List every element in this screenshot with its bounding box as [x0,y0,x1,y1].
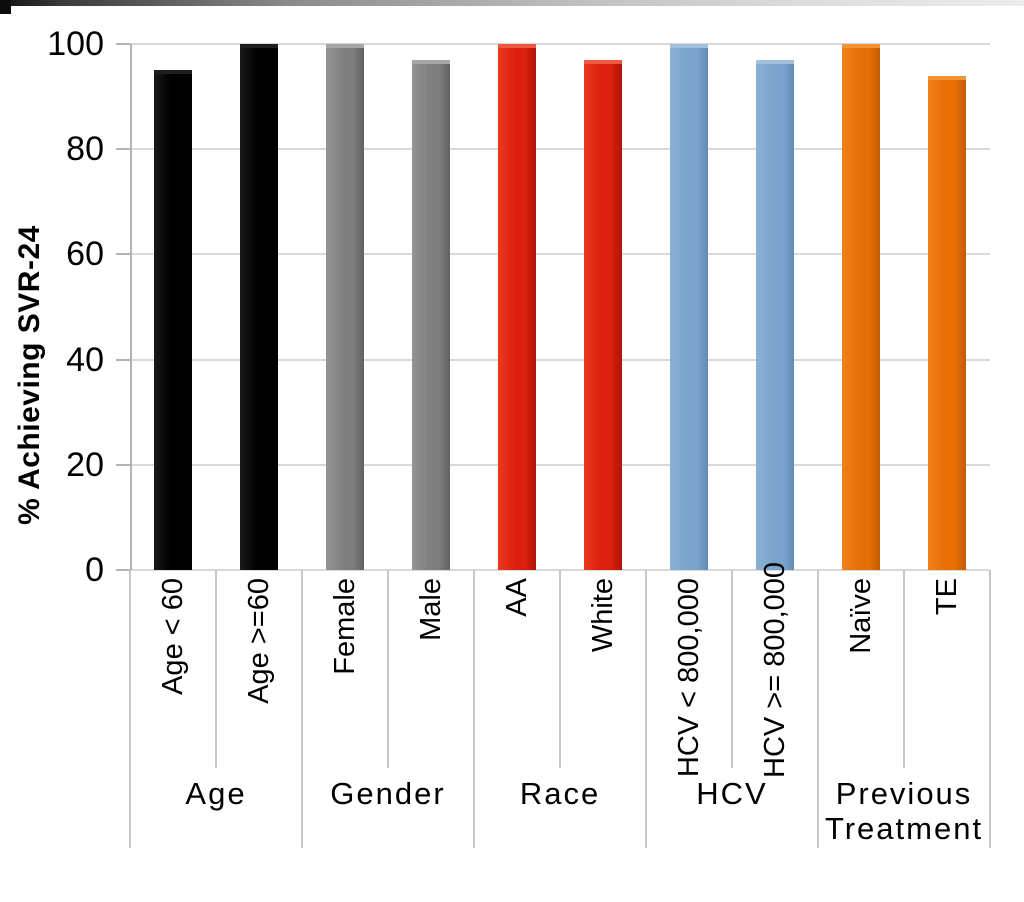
category-label: HCV >= 800,000 [759,561,791,778]
y-tick-mark [116,358,130,361]
group-divider [989,570,991,848]
bar-aa [498,44,536,570]
group-divider [645,570,647,848]
gridline-40 [130,358,990,361]
group-label: Gender [330,776,446,811]
bar-te [928,75,966,570]
group-label: Previous Treatment [824,776,984,846]
bar-top-bevel [498,44,536,48]
gridline-60 [130,253,990,256]
gridline-20 [130,463,990,466]
group-divider [817,570,819,848]
cropped-slide-border-corner [0,0,11,14]
category-label: Female [329,578,361,675]
category-divider [731,570,733,768]
group-divider [301,570,303,848]
group-label: Age [185,776,247,811]
bar-hcv-800-000 [670,44,708,570]
y-tick-label: 0 [85,551,104,589]
bar-female [326,44,364,570]
bar-top-bevel [928,75,966,80]
bar-white [584,59,622,570]
y-tick-mark [116,463,130,466]
bar-top-bevel [670,44,708,48]
bar-top-bevel [326,44,364,48]
group-divider [473,570,475,848]
bar-top-bevel [756,59,794,64]
category-label: Naïve [845,578,877,654]
y-tick-label: 100 [47,25,104,63]
cropped-slide-border [0,0,1024,6]
y-tick-label: 20 [66,445,104,484]
y-axis-line [130,44,132,570]
category-label: HCV < 800,000 [673,578,705,778]
category-divider [215,570,217,768]
y-tick-mark [116,253,130,256]
category-label: Age >=60 [243,578,275,704]
bar-top-bevel [584,59,622,64]
y-tick-label: 80 [66,130,104,169]
group-divider [129,570,131,848]
bar-age-60 [154,70,192,570]
category-label: TE [931,578,963,616]
category-label: White [587,578,619,653]
y-tick-label: 60 [66,235,104,274]
y-tick-mark [116,148,130,151]
bar-top-bevel [412,59,450,64]
category-divider [387,570,389,768]
bar-top-bevel [240,44,278,48]
bar-male [412,59,450,570]
bar-age-60 [240,44,278,570]
category-label: AA [501,578,533,617]
y-tick-label: 40 [66,340,104,379]
bar-top-bevel [842,44,880,48]
group-label: Race [519,776,601,811]
gridline-80 [130,148,990,151]
category-label: Age < 60 [157,578,189,695]
bar-na-ve [842,44,880,570]
category-label: Male [415,578,447,641]
group-label: HCV [696,776,768,811]
bar-top-bevel [154,70,192,75]
bar-hcv-800-000 [756,59,794,570]
gridline-100 [130,43,990,45]
y-tick-mark [116,43,130,45]
category-divider [903,570,905,768]
category-divider [559,570,561,768]
y-tick-mark [116,569,130,571]
